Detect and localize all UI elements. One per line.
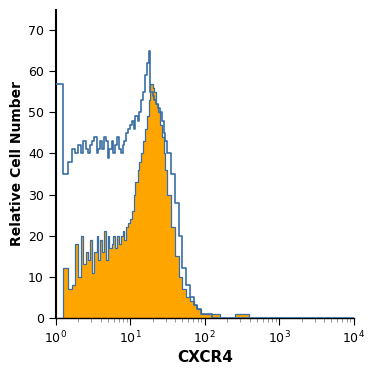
X-axis label: CXCR4: CXCR4 — [177, 350, 232, 365]
Y-axis label: Relative Cell Number: Relative Cell Number — [10, 81, 24, 246]
